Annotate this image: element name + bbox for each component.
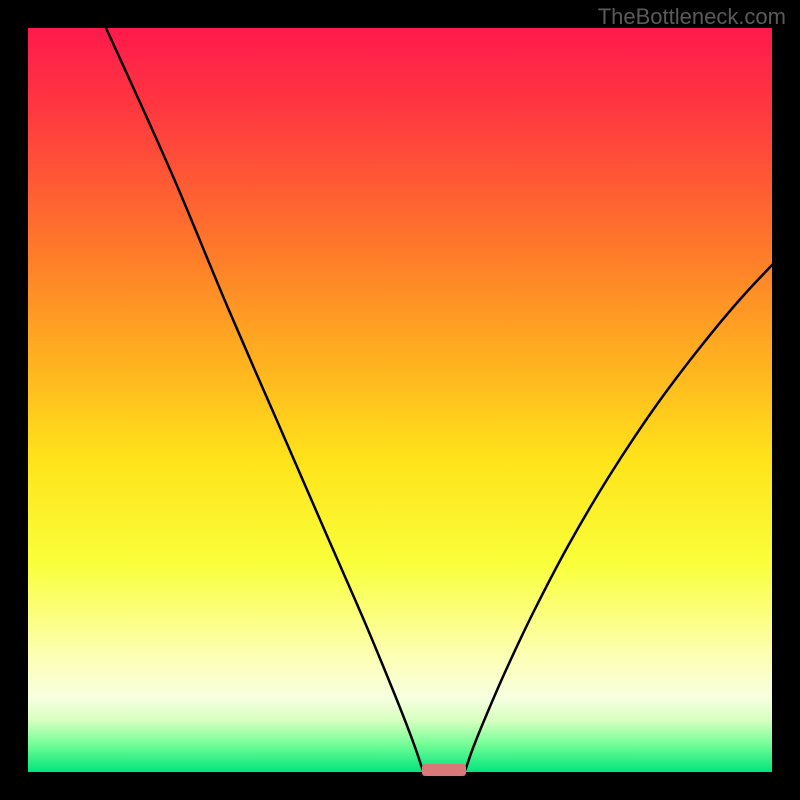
curves-layer bbox=[0, 0, 800, 800]
watermark-text: TheBottleneck.com bbox=[598, 4, 786, 30]
bottleneck-marker bbox=[422, 764, 466, 776]
chart-canvas: TheBottleneck.com bbox=[0, 0, 800, 800]
